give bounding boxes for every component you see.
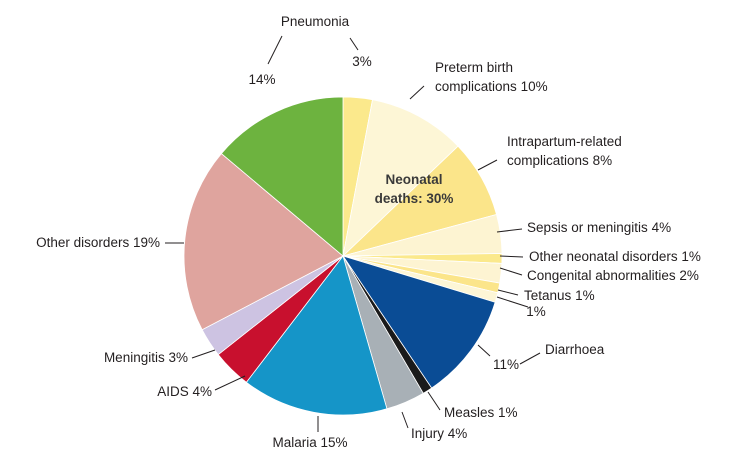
category-label: Pneumonia [280,14,350,29]
slice-label: Other disorders 19% [36,233,160,252]
leader-line [477,159,498,171]
pie-slice [183,153,344,331]
slice-label: Injury 4% [411,424,467,443]
value-label: 1% [526,304,546,319]
category-label: Other neonatal disorders [529,249,678,264]
slice-label: Diarrhoea [545,340,604,359]
pie-slice [245,255,388,416]
value-label: 3% [352,54,372,69]
category-label: Preterm birth complications [435,60,517,94]
value-label: 15% [320,435,348,450]
slice-label: Meningitis 3% [104,348,188,367]
slice-label: Congenital abnormalities 2% [527,266,699,285]
value-label: 8% [592,153,613,168]
category-label: Injury [411,426,445,441]
slice-label: AIDS 4% [157,382,212,401]
leader-line [267,35,283,65]
value-label: 3% [168,350,188,365]
leader-line [477,344,491,357]
value-label: 14% [248,72,276,87]
value-label: 4% [192,384,212,399]
slice-label: Measles 1% [444,403,518,422]
value-label: 1% [575,288,595,303]
leader-line [409,85,425,100]
pie-slice [342,99,459,258]
annotation: Neonatal deaths: 30% [374,172,454,206]
leader-line [401,411,409,429]
category-label: Measles [444,405,495,420]
pie-slice [342,255,496,389]
slice-label: Sepsis or meningitis 4% [527,218,671,237]
category-label: Malaria [272,435,317,450]
leader-line [191,349,216,359]
leader-line [349,37,359,51]
value-label: 2% [679,268,699,283]
leader-line [427,391,441,411]
value-label-box: 3% [352,52,372,71]
slice-label: Other neonatal disorders 1% [529,247,701,266]
category-label: Tetanus [524,288,572,303]
leader-line [496,296,529,308]
category-label: Intrapartum-related complications [507,134,622,168]
slice-label: Preterm birth complications 10% [435,58,560,96]
pie-slice [220,96,344,257]
slice-label: Malaria 15% [272,433,347,452]
leader-line [499,267,523,276]
leader-line [496,228,523,233]
leader-line [499,255,524,258]
value-label: 4% [447,426,468,441]
leader-line [214,375,246,391]
category-label: Meningitis [103,350,165,365]
slice-label: Pneumonia [281,12,349,31]
value-label: 11% [492,357,520,372]
leader-line [497,289,519,296]
value-label: 10% [520,79,548,94]
value-label-box: 11% [493,355,519,374]
category-label: Diarrhoea [545,342,605,357]
value-label: 4% [651,220,672,235]
value-label-box: 14% [248,70,275,89]
leader-line [519,352,541,365]
category-label: AIDS [157,384,189,399]
value-label: 1% [681,249,701,264]
slice-label: Intrapartum-related complications 8% [507,132,639,170]
category-label: Other disorders [36,235,130,250]
value-label: 1% [498,405,518,420]
value-label: 19% [132,235,160,250]
slice-label: Tetanus 1% [524,286,595,305]
category-label: Sepsis or meningitis [527,220,648,235]
category-label: Congenital abnormalities [527,268,676,283]
value-label-box: 1% [526,302,546,321]
